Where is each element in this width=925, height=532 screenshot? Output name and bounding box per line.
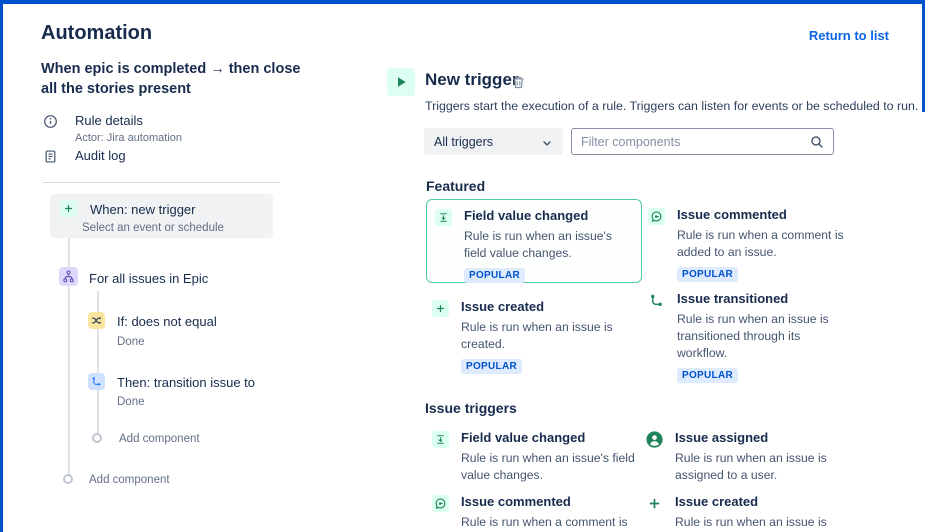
flow-node-trigger[interactable] (50, 194, 273, 238)
return-to-list-link[interactable]: Return to list (808, 28, 889, 43)
trash-icon[interactable] (511, 75, 527, 91)
plus-icon (60, 200, 77, 217)
comment-icon (648, 208, 665, 225)
filter-components-field[interactable] (571, 128, 834, 155)
trigger-description: Rule is run when an issue is created. (675, 515, 827, 530)
trigger-card-issue-commented[interactable]: Issue commented Rule is run when a comme… (648, 207, 863, 283)
play-icon (387, 68, 415, 96)
branch-icon (59, 267, 78, 286)
trigger-description: Rule is run when an issue's field value … (464, 229, 612, 261)
trigger-description: Rule is run when an issue is assigned to… (675, 451, 827, 483)
audit-log-label: Audit log (75, 148, 126, 163)
add-component-outer[interactable]: Add component (89, 474, 170, 486)
issue-triggers-heading: Issue triggers (425, 400, 517, 416)
transition-icon (648, 292, 665, 309)
trigger-description: Rule is run when an issue is transitione… (677, 312, 829, 361)
panel-description: Triggers start the execution of a rule. … (425, 99, 919, 113)
trigger-description: Rule is run when an issue is created. (461, 320, 613, 352)
condition-node-label[interactable]: If: does not equal (117, 314, 217, 329)
trigger-node-label[interactable]: When: new trigger (90, 202, 196, 217)
popular-badge: POPULAR (677, 368, 738, 384)
trigger-title: Field value changed (464, 208, 589, 223)
chevron-down-icon (541, 136, 553, 148)
trigger-item-issue-created[interactable]: Issue created Rule is run when an issue … (646, 494, 861, 532)
trigger-item-issue-commented[interactable]: Issue commented Rule is run when a comme… (432, 494, 647, 532)
trigger-type-dropdown[interactable]: All triggers (424, 128, 563, 155)
dropdown-value: All triggers (434, 134, 494, 149)
trigger-card-issue-created[interactable]: Issue created Rule is run when an issue … (432, 299, 647, 375)
add-component-ring-inner[interactable] (92, 433, 102, 443)
document-icon (43, 149, 59, 165)
sidebar-divider (43, 182, 280, 183)
trigger-title: Issue created (461, 299, 545, 314)
trigger-description: Rule is run when an issue's field value … (461, 451, 635, 483)
rule-actor: Actor: Jira automation (75, 131, 182, 144)
trigger-title: Issue assigned (675, 430, 769, 445)
featured-heading: Featured (426, 178, 486, 194)
sidebar-item-audit-log[interactable]: Audit log (43, 148, 126, 165)
condition-node-value: Done (117, 336, 145, 348)
flow-connector-outer (68, 238, 70, 478)
trigger-description: Rule is run when a comment is added to a… (461, 515, 628, 530)
action-node-label[interactable]: Then: transition issue to (117, 375, 256, 390)
page-accent-border (922, 4, 925, 112)
action-node-value: Done (117, 396, 145, 408)
plus-icon (646, 495, 663, 512)
rule-details-label: Rule details (75, 113, 143, 128)
comment-icon (432, 495, 449, 512)
person-circle-icon (646, 431, 663, 448)
trigger-title: Issue transitioned (677, 291, 789, 306)
trigger-node-hint: Select an event or schedule (82, 222, 224, 234)
branch-node-label[interactable]: For all issues in Epic (89, 271, 209, 286)
trigger-title: Issue created (675, 494, 759, 509)
popular-badge: POPULAR (677, 267, 738, 283)
trigger-item-field-value-changed[interactable]: Field value changed Rule is run when an … (432, 430, 647, 484)
add-component-ring-outer[interactable] (63, 474, 73, 484)
info-icon (43, 114, 59, 130)
popular-badge: POPULAR (461, 359, 522, 375)
search-input[interactable] (581, 134, 810, 149)
popular-badge: POPULAR (464, 268, 525, 284)
trigger-title: Field value changed (461, 430, 586, 445)
trigger-item-issue-assigned[interactable]: Issue assigned Rule is run when an issue… (646, 430, 861, 484)
search-icon (810, 135, 824, 149)
trigger-title: Issue commented (677, 207, 787, 222)
page-title: Automation (41, 22, 153, 44)
field-value-changed-icon (435, 209, 452, 226)
rule-name: When epic is completed → then close all … (41, 61, 301, 97)
field-value-changed-icon (432, 431, 449, 448)
shuffle-icon (88, 312, 105, 329)
add-component-inner[interactable]: Add component (119, 433, 200, 445)
sidebar-item-rule-details[interactable]: Rule details Actor: Jira automation (43, 113, 182, 144)
trigger-title: Issue commented (461, 494, 571, 509)
flow-connector-inner (97, 291, 99, 437)
transition-icon (88, 373, 105, 390)
plus-icon (432, 300, 449, 317)
trigger-card-field-value-changed[interactable]: Field value changed Rule is run when an … (426, 199, 642, 284)
trigger-card-issue-transitioned[interactable]: Issue transitioned Rule is run when an i… (648, 291, 849, 384)
panel-title: New trigger (425, 70, 519, 89)
trigger-description: Rule is run when a comment is added to a… (677, 228, 844, 260)
